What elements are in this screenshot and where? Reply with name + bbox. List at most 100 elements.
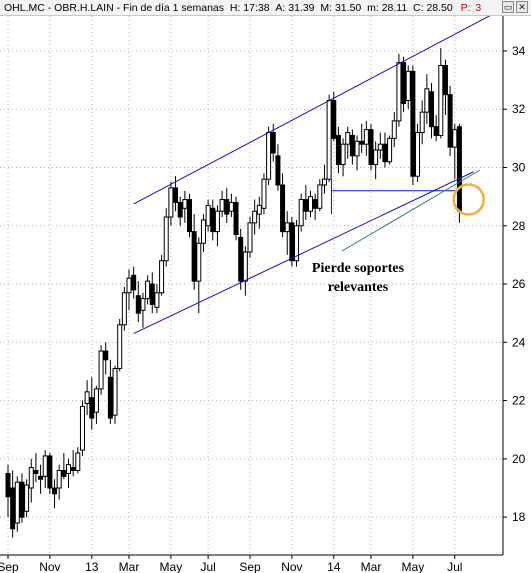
candle-body	[224, 199, 230, 215]
candle	[163, 208, 169, 267]
candle-body	[373, 149, 379, 166]
candle-body	[5, 472, 11, 498]
candle	[242, 246, 248, 296]
candle-body	[335, 134, 341, 166]
candle	[429, 83, 434, 139]
candle	[308, 190, 313, 218]
candle-body	[70, 467, 76, 472]
candle	[103, 342, 109, 375]
candle-body	[294, 225, 300, 262]
candle	[359, 123, 365, 153]
candle-body	[126, 277, 132, 294]
candle	[280, 173, 286, 238]
x-ticks: Sep Nov 13 Mar May Jul Sep Nov 14 Mar May Jul	[0, 555, 462, 573]
candle-body	[368, 129, 374, 166]
candle	[377, 132, 383, 159]
candle-body	[168, 187, 174, 218]
candle	[187, 193, 192, 238]
y-tick-label: 24	[512, 335, 526, 349]
candle	[84, 380, 90, 416]
candle	[5, 464, 11, 518]
candle	[275, 144, 281, 191]
candle	[317, 179, 323, 212]
candle-body	[200, 219, 206, 244]
candle-body	[163, 216, 169, 262]
candle-body	[33, 470, 39, 474]
candle	[66, 458, 71, 488]
candle-body	[149, 283, 155, 305]
candle-body	[52, 487, 58, 495]
x-tick-label: Jul	[200, 560, 215, 573]
candle	[42, 450, 48, 488]
candle-body	[238, 236, 244, 282]
candle-body	[154, 292, 160, 308]
candle-body	[14, 481, 20, 524]
x-tick-label: Mar	[361, 560, 382, 573]
low-value: 28.11	[381, 1, 408, 14]
candle-body	[28, 467, 34, 489]
candle-body	[66, 464, 71, 474]
candle	[284, 211, 290, 255]
candle-body	[159, 260, 165, 294]
candle	[24, 479, 30, 518]
candle	[107, 359, 113, 424]
y-tick-label: 32	[512, 102, 526, 116]
x-tick-label: May	[160, 560, 183, 573]
candle-body	[210, 207, 216, 233]
candle	[149, 272, 155, 314]
candle-body	[275, 155, 281, 186]
candle-body	[196, 242, 202, 282]
candle	[401, 56, 407, 113]
period-label: Fin de día 1 semanas	[123, 1, 225, 14]
candle-body	[42, 455, 48, 477]
candle	[382, 132, 388, 168]
candle-body	[280, 184, 286, 233]
candle-body	[429, 91, 434, 128]
candles	[5, 48, 462, 538]
candle	[410, 65, 416, 185]
candle-body	[317, 184, 323, 209]
candle-body	[79, 405, 85, 451]
candle-body	[442, 65, 448, 96]
candle	[368, 123, 374, 171]
candle-body	[242, 251, 248, 282]
restore-button[interactable]: ▭	[502, 1, 514, 13]
y-tick-label: 30	[512, 161, 526, 175]
candle-body	[173, 187, 179, 203]
close-button[interactable]: ✕	[516, 1, 528, 13]
candle	[354, 135, 360, 171]
candle-body	[56, 470, 62, 489]
candle	[117, 319, 123, 372]
candle-body	[145, 280, 151, 300]
candle-body	[214, 210, 220, 233]
candle-body	[456, 126, 462, 212]
candle	[345, 126, 351, 159]
candle-body	[359, 140, 365, 145]
candle	[131, 266, 137, 299]
candle-body	[140, 298, 146, 311]
x-tick-label: 13	[85, 560, 99, 573]
trendlines	[133, 14, 493, 335]
candle	[326, 94, 332, 183]
close-value: 28.50	[426, 1, 453, 14]
candle	[405, 65, 411, 110]
candle-body	[298, 199, 304, 227]
candle-body	[419, 111, 425, 134]
candle-body	[424, 88, 430, 113]
candle-body	[252, 210, 258, 224]
candle-body	[410, 70, 416, 177]
candle-body	[191, 231, 197, 282]
candle	[126, 269, 132, 311]
candle-body	[284, 222, 290, 233]
candle-body	[205, 204, 211, 227]
annotation-arrow	[341, 169, 481, 252]
candle-body	[233, 201, 239, 236]
x-tick-label: Sep	[0, 560, 19, 573]
candle-body	[326, 99, 332, 180]
candle	[298, 193, 304, 232]
annotation-line-2: relevantes	[328, 280, 389, 295]
candle-body	[107, 376, 113, 419]
candle	[14, 476, 20, 532]
candle	[312, 193, 318, 220]
open-key: A:	[275, 1, 286, 14]
